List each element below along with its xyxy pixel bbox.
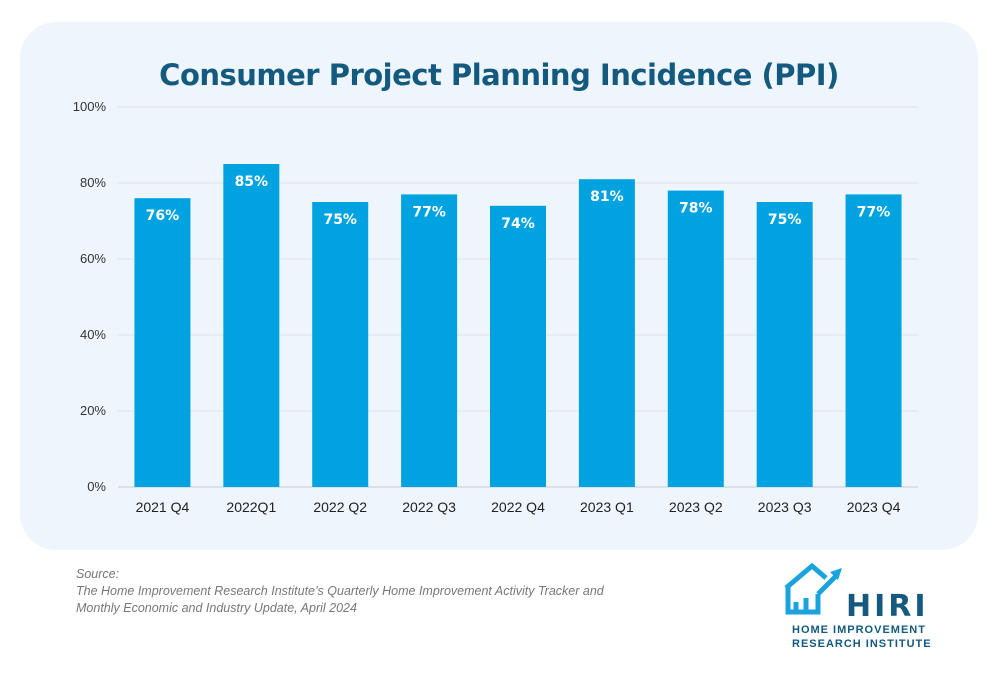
logo-line-1: HOME IMPROVEMENT — [792, 624, 926, 636]
y-tick-label: 60% — [80, 251, 106, 266]
bar — [401, 194, 458, 487]
bar — [134, 198, 191, 487]
logo-line-2: RESEARCH INSTITUTE — [792, 638, 932, 650]
y-tick-label: 40% — [80, 327, 106, 342]
x-tick-label: 2023 Q4 — [847, 499, 901, 515]
x-tick-label: 2022 Q3 — [402, 499, 456, 515]
y-tick-label: 100% — [73, 99, 107, 114]
bar — [667, 190, 724, 487]
hiri-logo: HIRI HOME IMPROVEMENT RESEARCH INSTITUTE — [782, 562, 982, 652]
bar — [223, 164, 280, 487]
x-tick-label: 2023 Q2 — [669, 499, 723, 515]
data-label: 85% — [235, 174, 269, 190]
bar — [845, 194, 902, 487]
data-label: 75% — [768, 212, 802, 228]
source-label: Source: — [76, 567, 120, 581]
x-tick-label: 2023 Q1 — [580, 499, 634, 515]
bar — [490, 205, 546, 488]
x-tick-label: 2023 Q3 — [758, 499, 812, 515]
x-tick-label: 2022Q1 — [226, 499, 276, 515]
y-tick-label: 0% — [87, 479, 106, 494]
source-line-1: The Home Improvement Research Institute’… — [76, 584, 604, 598]
bar — [578, 179, 635, 487]
house-chart-icon: HIRI — [784, 562, 929, 624]
logo-name: HIRI — [846, 589, 929, 622]
x-tick-label: 2022 Q4 — [491, 499, 545, 515]
data-label: 78% — [679, 201, 713, 217]
data-label: 81% — [590, 189, 624, 205]
data-label: 77% — [857, 204, 891, 220]
x-tick-label: 2022 Q2 — [313, 499, 367, 515]
y-tick-label: 20% — [80, 403, 106, 418]
x-tick-label: 2021 Q4 — [136, 499, 190, 515]
bar — [756, 202, 813, 487]
chart-title: Consumer Project Planning Incidence (PPI… — [159, 58, 839, 92]
source-line-2: Monthly Economic and Industry Update, Ap… — [76, 601, 357, 615]
data-label: 74% — [501, 216, 535, 232]
bar — [312, 202, 369, 487]
data-label: 77% — [412, 204, 446, 220]
source-note: Source: The Home Improvement Research In… — [76, 566, 604, 617]
data-label: 75% — [323, 212, 357, 228]
data-label: 76% — [146, 208, 180, 224]
y-tick-label: 80% — [80, 175, 106, 190]
